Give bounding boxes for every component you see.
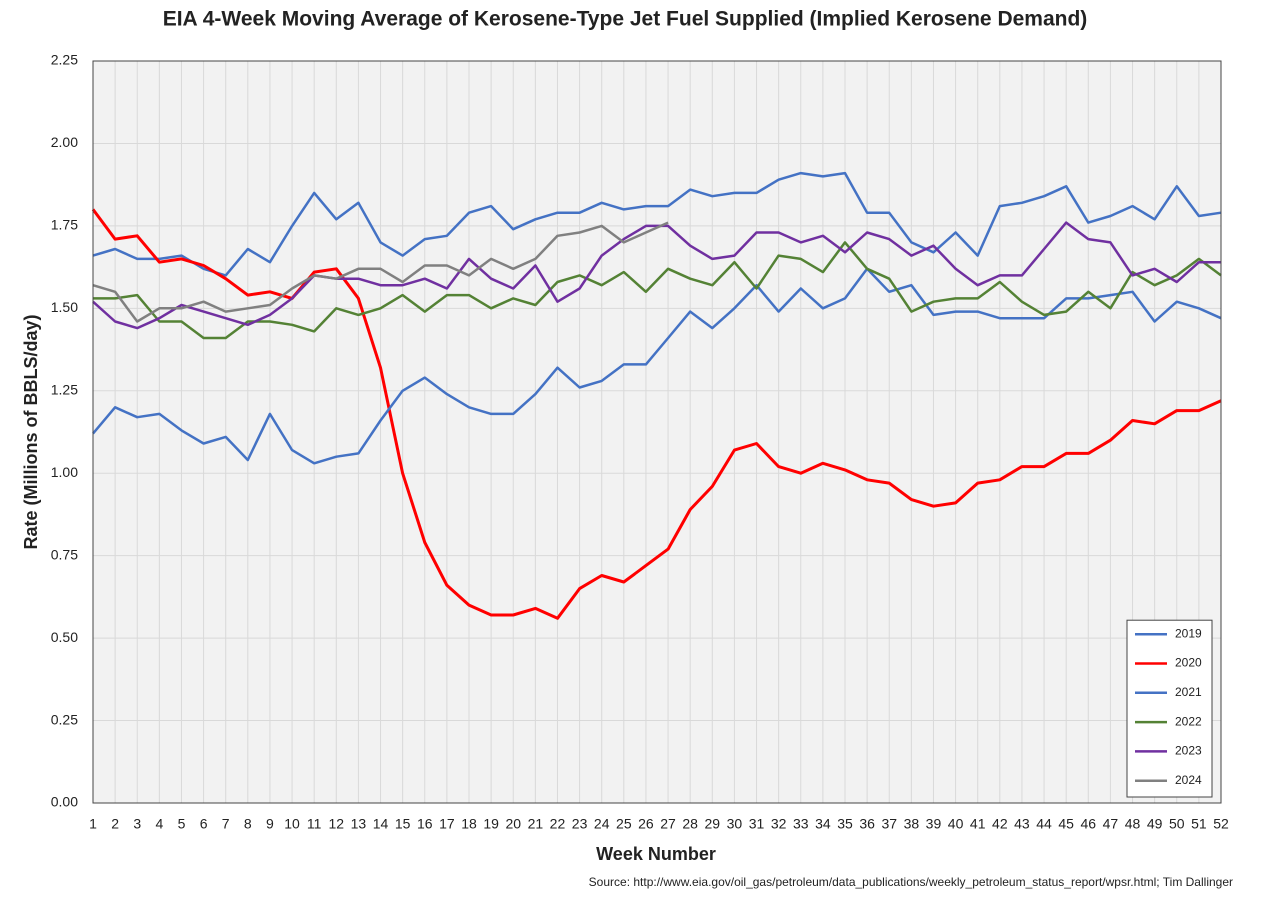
x-tick-label: 7 <box>222 816 230 832</box>
x-tick-label: 10 <box>284 816 300 832</box>
x-tick-label: 35 <box>837 816 853 832</box>
x-tick-label: 29 <box>705 816 721 832</box>
x-tick-label: 34 <box>815 816 831 832</box>
legend: 2019 2020 2021 2022 2023 2024 <box>1126 619 1213 798</box>
legend-box <box>1126 619 1213 798</box>
x-tick-label: 44 <box>1036 816 1052 832</box>
x-tick-label: 4 <box>155 816 163 832</box>
y-tick-label: 1.75 <box>51 217 78 233</box>
x-tick-label: 25 <box>616 816 632 832</box>
x-tick-label: 33 <box>793 816 809 832</box>
y-tick-label: 2.00 <box>51 134 78 150</box>
y-tick-label: 2.25 <box>51 52 78 68</box>
y-tick-label: 1.00 <box>51 464 78 480</box>
source-note: Source: http://www.eia.gov/oil_gas/petro… <box>589 875 1233 889</box>
legend-label: 2019 <box>1175 626 1202 640</box>
x-tick-label: 28 <box>682 816 698 832</box>
x-tick-label: 47 <box>1103 816 1119 832</box>
y-tick-label: 0.00 <box>51 794 78 810</box>
x-tick-label: 3 <box>133 816 141 832</box>
x-tick-label: 36 <box>859 816 875 832</box>
x-tick-label: 50 <box>1169 816 1185 832</box>
x-tick-label: 9 <box>266 816 274 832</box>
x-tick-label: 13 <box>351 816 367 832</box>
y-tick-label: 1.50 <box>51 299 78 315</box>
x-tick-label: 40 <box>948 816 964 832</box>
y-tick-label: 0.50 <box>51 629 78 645</box>
x-tick-label: 27 <box>660 816 676 832</box>
x-tick-label: 46 <box>1081 816 1097 832</box>
x-tick-label: 37 <box>881 816 897 832</box>
x-tick-label: 26 <box>638 816 654 832</box>
y-tick-label: 1.25 <box>51 381 78 397</box>
series-line <box>92 171 1222 277</box>
series-line <box>92 267 1222 465</box>
x-tick-label: 39 <box>926 816 942 832</box>
x-tick-label: 24 <box>594 816 610 832</box>
x-tick-label: 41 <box>970 816 986 832</box>
x-tick-label: 18 <box>461 816 477 832</box>
series-line <box>91 208 1222 620</box>
legend-label: 2024 <box>1175 773 1202 787</box>
legend-label: 2020 <box>1175 656 1202 670</box>
x-tick-label: 31 <box>749 816 765 832</box>
x-tick-label: 16 <box>417 816 433 832</box>
x-tick-label: 21 <box>528 816 544 832</box>
x-tick-label: 11 <box>307 816 322 832</box>
x-tick-label: 5 <box>178 816 186 832</box>
x-tick-label: 52 <box>1213 816 1229 832</box>
legend-label: 2023 <box>1175 744 1202 758</box>
x-tick-label: 49 <box>1147 816 1163 832</box>
x-tick-label: 45 <box>1058 816 1074 832</box>
marks <box>91 171 1222 620</box>
plot-border <box>92 60 1222 804</box>
x-tick-label: 43 <box>1014 816 1030 832</box>
legend-label: 2022 <box>1175 714 1202 728</box>
x-tick-label: 8 <box>244 816 252 832</box>
x-tick-label: 6 <box>200 816 208 832</box>
y-tick-label: 0.75 <box>51 546 78 562</box>
x-tick-label: 19 <box>483 816 499 832</box>
series-line <box>92 221 669 323</box>
x-tick-label: 15 <box>395 816 411 832</box>
series-line <box>93 241 1222 340</box>
chart-title: EIA 4-Week Moving Average of Kerosene-Ty… <box>163 8 1088 31</box>
x-tick-label: 22 <box>550 816 566 832</box>
y-axis-title: Rate (Millions of BBLS/day) <box>21 314 41 549</box>
y-tick-label: 0.25 <box>51 711 78 727</box>
x-tick-label: 14 <box>373 816 389 832</box>
x-tick-label: 30 <box>727 816 743 832</box>
x-tick-label: 23 <box>572 816 588 832</box>
series-line <box>92 221 1221 330</box>
x-tick-label: 2 <box>111 816 119 832</box>
x-tick-label: 20 <box>505 816 521 832</box>
legend-label: 2021 <box>1175 685 1202 699</box>
x-tick-label: 38 <box>904 816 920 832</box>
x-tick-label: 51 <box>1191 816 1207 832</box>
x-tick-label: 12 <box>329 816 345 832</box>
x-tick-label: 17 <box>439 816 455 832</box>
x-tick-label: 1 <box>89 816 97 832</box>
x-axis-title: Week Number <box>596 844 716 864</box>
x-tick-label: 32 <box>771 816 787 832</box>
x-tick-label: 42 <box>992 816 1008 832</box>
x-tick-label: 48 <box>1125 816 1141 832</box>
